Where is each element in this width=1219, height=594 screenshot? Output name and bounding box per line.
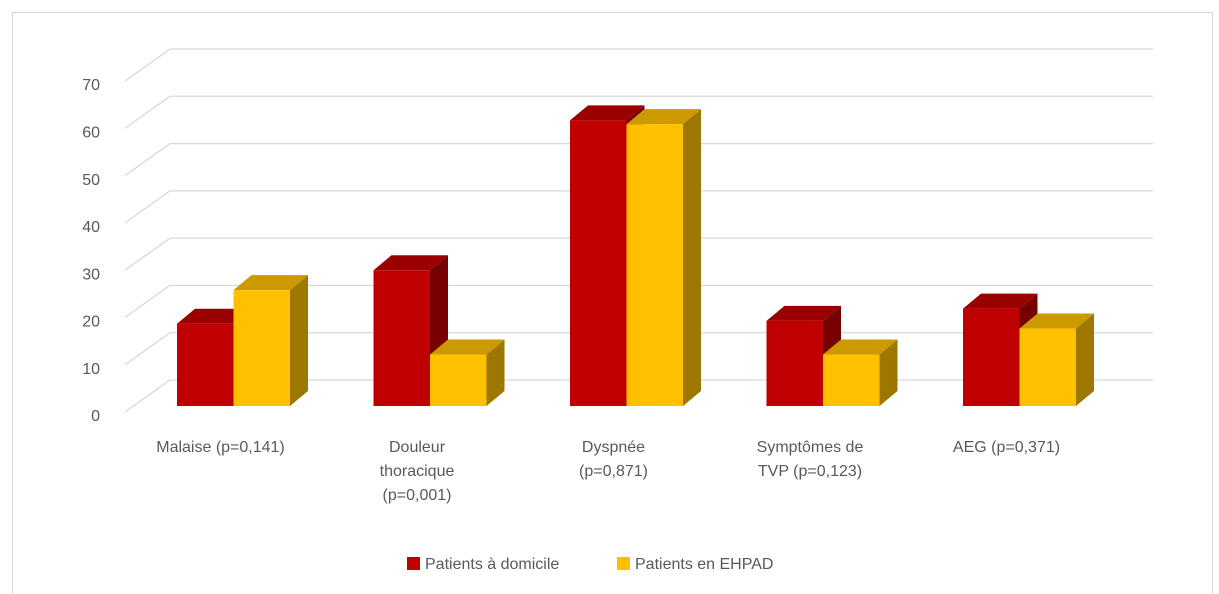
chart-border (12, 12, 1213, 594)
bar-top (766, 305, 841, 321)
y-tick-label: 0 (91, 408, 100, 425)
y-tick-label: 20 (82, 314, 100, 331)
grid-line (124, 284, 1153, 318)
y-tick-label: 60 (82, 125, 100, 142)
bar (1019, 313, 1094, 406)
bar-top (373, 255, 448, 271)
legend-swatch (617, 557, 630, 570)
bar-side (486, 339, 505, 406)
bar-top (1019, 313, 1094, 329)
bar-top (430, 339, 505, 355)
bar-top (233, 275, 308, 291)
bar (626, 109, 701, 407)
x-tick-label: Dyspnée (p=0,871) (579, 439, 648, 480)
x-tick-label: Malaise (p=0,141) (156, 439, 285, 456)
bar-front (373, 270, 430, 406)
bar-front (177, 323, 234, 406)
bar-side (290, 275, 308, 406)
bar-top (626, 109, 701, 125)
bar-front (1019, 328, 1076, 406)
bar-top (823, 339, 898, 355)
bar-side (683, 109, 701, 407)
bar-front (766, 320, 823, 406)
bar-front (823, 354, 880, 406)
bar-side (879, 339, 898, 406)
bar-top (570, 105, 645, 121)
grid-line (124, 48, 1153, 82)
legend-label: Patients en EHPAD (635, 556, 773, 573)
x-tick-label: AEG (p=0,371) (952, 439, 1061, 456)
bar-front (233, 290, 290, 406)
grid-line (124, 142, 1153, 177)
bar-front (963, 308, 1020, 406)
legend-swatch (407, 557, 420, 570)
grid-line (124, 95, 1153, 129)
bar-front (570, 120, 627, 406)
y-tick-label: 30 (82, 266, 100, 283)
x-tick-label: Douleur thoracique (p=0,001) (379, 439, 455, 504)
bar-top (177, 308, 252, 324)
bar-front (430, 354, 487, 406)
y-tick-label: 50 (82, 172, 100, 189)
bar (430, 339, 505, 406)
y-tick-label: 40 (82, 219, 100, 236)
bar (233, 275, 308, 406)
x-tick-label: Symptômes de TVP (p=0,123) (756, 439, 864, 480)
y-tick-label: 70 (82, 77, 100, 94)
legend-label: Patients à domicile (425, 556, 559, 573)
y-tick-label: 10 (82, 361, 100, 378)
grid-line (124, 190, 1153, 224)
grid-line (124, 237, 1153, 271)
bar-front (626, 124, 683, 407)
bar (823, 339, 898, 406)
bar-side (1076, 313, 1094, 406)
bar-top (963, 293, 1038, 309)
